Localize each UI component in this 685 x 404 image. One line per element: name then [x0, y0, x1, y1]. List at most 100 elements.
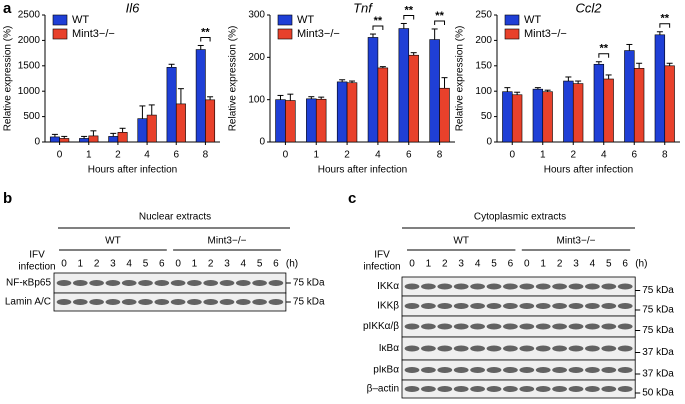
bar	[275, 99, 286, 143]
bar	[79, 138, 90, 143]
blot-strip	[401, 295, 636, 317]
bar	[49, 136, 60, 143]
band	[552, 323, 567, 330]
band	[105, 299, 121, 305]
y-tick-label: 200	[248, 52, 265, 63]
row-label: pIκBα	[373, 365, 399, 376]
band	[470, 386, 485, 392]
bar	[59, 138, 70, 143]
marker-label: 75 kDa	[642, 325, 674, 336]
y-tick-label: 1500	[18, 60, 41, 71]
x-tick-label: 6	[631, 150, 637, 161]
bar	[542, 91, 553, 143]
band	[470, 283, 485, 290]
lane-label: 6	[159, 259, 165, 270]
x-tick-label: 1	[540, 150, 546, 161]
row-label: Lamin A/C	[5, 297, 51, 308]
lane-label: 4	[475, 259, 481, 270]
band	[535, 345, 551, 352]
group-label: Mint3−/−	[557, 236, 596, 247]
band	[437, 367, 453, 373]
bar	[346, 82, 358, 143]
y-tick-label: 0	[259, 137, 265, 148]
band	[404, 303, 420, 309]
x-tick-label: 2	[570, 150, 576, 161]
bar	[377, 67, 389, 143]
band	[503, 323, 518, 330]
lane-label: 5	[606, 259, 612, 270]
marker-label: 50 kDa	[642, 388, 674, 399]
y-tick-label: 0	[34, 137, 40, 148]
lane-label: 0	[61, 259, 67, 270]
band	[235, 299, 251, 305]
y-tick-label: 500	[23, 111, 40, 122]
row-label: β–actin	[367, 384, 399, 395]
band	[121, 280, 137, 286]
band	[404, 283, 420, 290]
significance-label: **	[599, 43, 608, 55]
y-tick-label: 250	[475, 10, 492, 21]
band	[617, 345, 633, 352]
row-label: IκBα	[379, 343, 399, 354]
band	[585, 323, 600, 330]
marker-label: 75 kDa	[293, 297, 325, 308]
band	[503, 367, 518, 373]
band	[470, 323, 485, 330]
x-tick-label: 4	[601, 150, 607, 161]
lane-label: 0	[409, 259, 415, 270]
significance-bracket	[403, 14, 415, 20]
panel-label: a	[3, 0, 12, 17]
band	[421, 323, 436, 330]
lane-label: 5	[257, 259, 263, 270]
lane-label: 6	[508, 259, 514, 270]
band	[105, 280, 121, 286]
x-tick-label: 6	[406, 150, 412, 161]
legend-label: WT	[297, 14, 314, 26]
band	[486, 323, 502, 330]
blot-strip	[401, 359, 636, 381]
band	[552, 367, 567, 373]
band	[252, 299, 267, 305]
significance-label: **	[660, 13, 669, 25]
band	[503, 303, 518, 309]
lane-label: 3	[224, 259, 230, 270]
legend-label: Mint3−/−	[524, 28, 567, 40]
band	[421, 283, 436, 290]
band	[89, 280, 104, 286]
band	[404, 323, 420, 330]
y-axis-label: Relative expression (%)	[228, 26, 239, 132]
band	[585, 303, 600, 309]
band	[601, 386, 617, 392]
marker-label: 37 kDa	[642, 369, 674, 380]
band	[453, 367, 469, 373]
x-axis-label: Hours after infection	[88, 165, 178, 176]
band	[585, 367, 600, 373]
y-tick-label: 300	[248, 10, 265, 21]
band	[421, 367, 436, 373]
band	[617, 386, 633, 392]
band	[519, 283, 535, 290]
panel-label: c	[348, 190, 356, 207]
significance-label: **	[435, 10, 444, 22]
band	[503, 283, 518, 290]
band	[437, 283, 453, 290]
legend-swatch	[504, 14, 520, 26]
y-tick-label: 150	[475, 60, 492, 71]
band	[568, 283, 584, 290]
lane-label: 1	[426, 259, 432, 270]
band	[89, 299, 104, 305]
blot-strip	[401, 276, 636, 297]
band	[617, 367, 633, 373]
band	[617, 303, 633, 309]
row-label: NF-κBp65	[6, 278, 51, 289]
band	[503, 386, 518, 392]
lane-label: 1	[540, 259, 546, 270]
band	[470, 303, 485, 309]
bar	[408, 54, 419, 143]
bar	[175, 103, 186, 143]
bar	[117, 132, 128, 143]
blot-title: Nuclear extracts	[139, 212, 211, 223]
band	[453, 303, 469, 309]
treatment-label: IFV	[29, 250, 45, 261]
